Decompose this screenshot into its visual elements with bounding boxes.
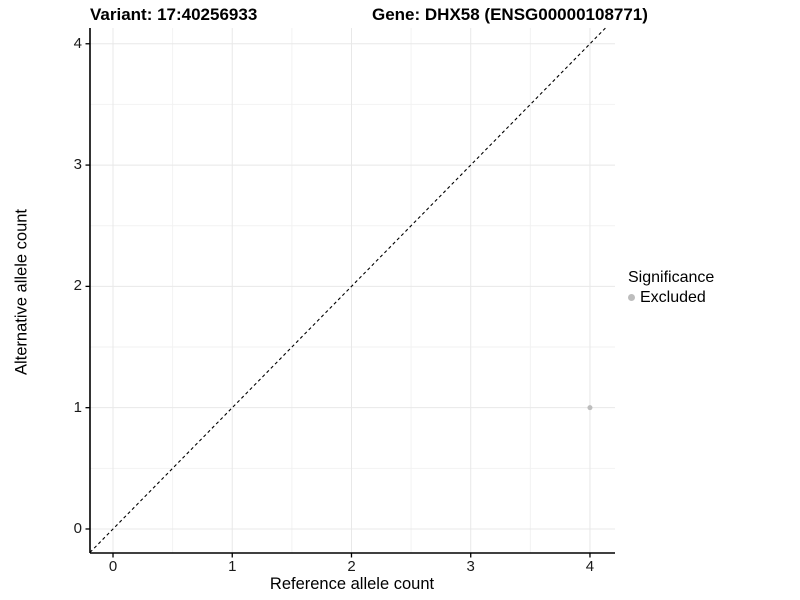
legend-point-swatch — [628, 294, 635, 301]
variant-title: Variant: 17:40256933 — [90, 5, 258, 24]
y-tick-label: 2 — [73, 277, 82, 295]
x-tick-label: 2 — [347, 558, 356, 575]
y-tick-label: 4 — [73, 34, 82, 52]
x-axis-title: Reference allele count — [269, 575, 435, 593]
legend-item-excluded: Excluded — [628, 288, 714, 307]
data-point — [587, 405, 593, 411]
x-tick-label: 0 — [108, 558, 118, 575]
legend-title: Significance — [628, 269, 715, 286]
plot-panel — [85, 27, 615, 558]
x-tick-label: 3 — [466, 558, 475, 575]
legend-item-label: Excluded — [640, 289, 706, 306]
y-tick-label: 0 — [73, 519, 82, 537]
x-tick-label: 4 — [585, 558, 595, 575]
gene-title: Gene: DHX58 (ENSG00000108771) — [372, 5, 648, 24]
y-axis-title: Alternative allele count — [12, 208, 31, 376]
legend: Significance Excluded — [628, 268, 714, 307]
y-tick-label: 1 — [73, 398, 82, 416]
plot-canvas — [85, 27, 615, 558]
y-tick-label: 3 — [73, 156, 82, 174]
x-tick-label: 1 — [228, 558, 237, 575]
identity-dashed-line — [89, 27, 606, 553]
